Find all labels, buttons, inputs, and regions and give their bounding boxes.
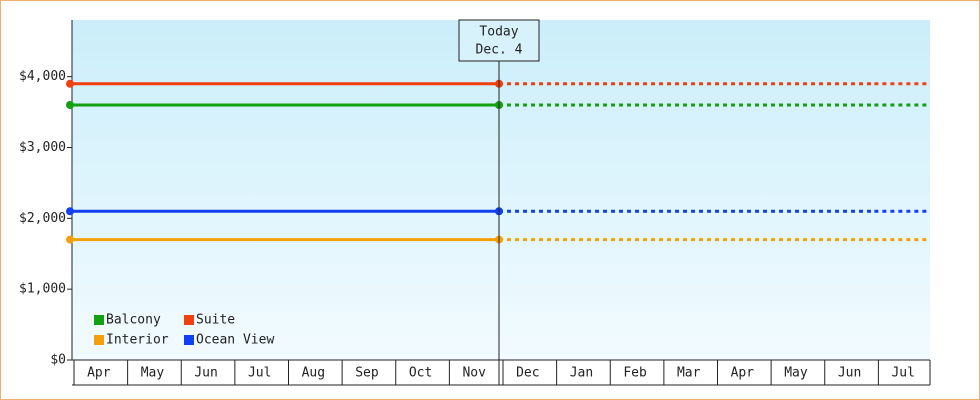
x-tick-label: Apr <box>87 366 111 381</box>
x-tick-label: Jul <box>891 366 914 381</box>
x-tick-label: Jul <box>248 366 271 381</box>
point <box>66 79 74 88</box>
point <box>66 101 74 109</box>
x-tick-label: Aug <box>302 366 325 381</box>
x-tick-label: Feb <box>623 366 647 381</box>
legend-swatch <box>94 315 104 325</box>
x-tick-label: Mar <box>677 366 701 381</box>
y-tick-label: $4,000 <box>19 69 66 84</box>
x-tick-label: Nov <box>462 366 486 381</box>
legend-swatch <box>184 335 194 345</box>
annotation-text: Today <box>479 25 518 40</box>
legend-label: Interior <box>106 333 169 348</box>
x-tick-label: Jun <box>194 366 217 381</box>
annotation-text: Dec. 4 <box>476 43 523 58</box>
x-tick-label: Oct <box>409 366 432 381</box>
legend-label: Suite <box>196 313 235 328</box>
x-tick-label: May <box>784 366 808 381</box>
plot-area <box>72 20 930 360</box>
point <box>66 235 74 244</box>
legend-swatch <box>94 335 104 345</box>
x-tick-label: Dec <box>516 366 539 381</box>
x-tick-label: Jan <box>570 366 593 381</box>
annotation-box <box>458 19 540 62</box>
y-tick-label: $1,000 <box>19 282 66 297</box>
x-tick-label: Jun <box>838 366 861 381</box>
y-tick-label: $3,000 <box>19 140 66 155</box>
y-tick-label: $0 <box>50 353 66 368</box>
y-tick-label: $2,000 <box>19 211 66 226</box>
x-tick-label: Sep <box>355 366 379 381</box>
point <box>66 207 74 216</box>
legend-swatch <box>184 315 194 325</box>
legend-label: Ocean View <box>196 333 274 348</box>
x-tick-label: May <box>141 366 165 381</box>
legend-label: Balcony <box>106 313 161 328</box>
x-tick-label: Apr <box>731 366 755 381</box>
